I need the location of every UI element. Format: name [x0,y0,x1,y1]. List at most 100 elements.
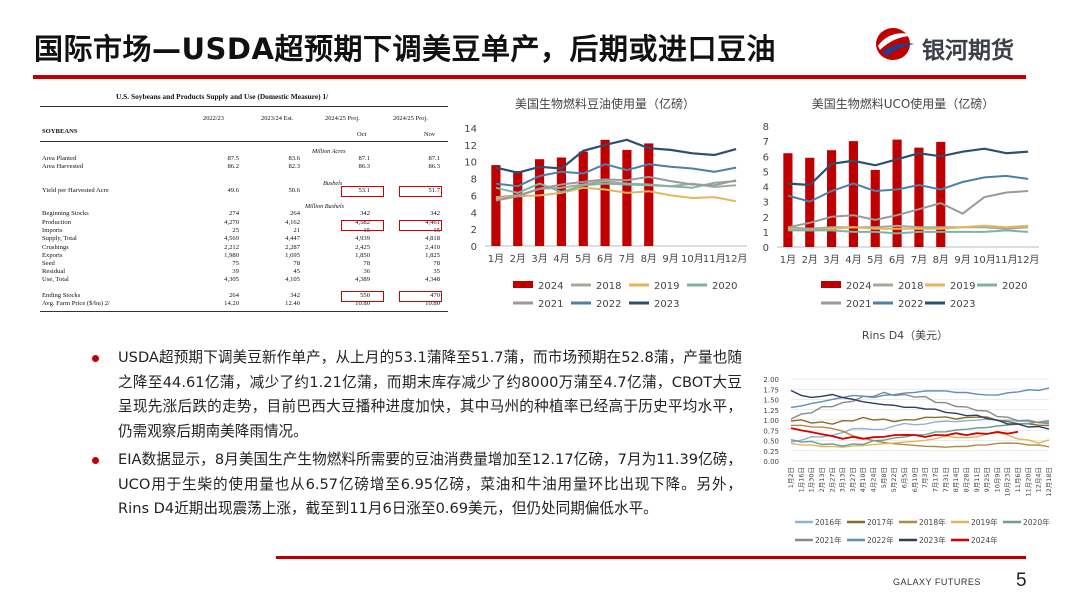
highlight-ending-stocks-nov [399,291,442,302]
legend-swatch-2024 [821,281,841,288]
row-value: 4,939 [355,235,370,242]
series-line-2022 [495,163,737,188]
row-value: 12.40 [285,300,300,307]
series-line-2019 [787,224,1029,232]
table-row: Seed 75 78 78 78 [42,260,446,268]
y-tick-label: 0 [471,242,477,253]
x-tick-label: 9月25日 [983,467,991,492]
x-tick-label: 2月 [802,254,818,266]
row-value: 4,348 [425,276,440,283]
col-header-3: 2024/25 Proj. [325,115,360,122]
bar-2024 [870,169,880,247]
row-value: 4,569 [224,235,239,242]
table-row: Avg. Farm Price ($/bu) 2/14.20 12.40 10.80… [42,300,446,308]
row-value: 10.80 [425,300,440,307]
table-row: Ending Stocks 264 342 550 470 [42,292,446,300]
commentary-text: EIA数据显示，8月美国生产生物燃料所需要的豆油消费量增加至12.17亿磅，7月… [118,451,742,517]
page-number: 5 [1016,570,1027,591]
legend-label-2024: 2024 [846,281,871,292]
legend-label-2021: 2021 [846,299,871,310]
row-value: 86.2 [227,163,239,170]
row-value: 75 [232,260,239,267]
y-tick-label: 1.75 [763,386,779,394]
x-tick-label: 4月 [845,254,861,266]
rins-d4-chart: Rins D4（美元） 0.00 0.25 0.50 0.75 1.00 1.25 1.50 1… [763,329,1053,545]
x-tick-label: 8月28日 [962,467,970,492]
y-tick-label: 8 [471,175,477,186]
row-value: 4,447 [285,235,300,242]
bar-2024 [534,159,545,246]
series-line-2019年 [790,432,1050,448]
series-line-2020 [495,180,737,194]
row-label: Imports [42,227,63,234]
table-row: Area Planted 87.5 83.6 87.1 87.1 [42,155,446,163]
y-tick-label: 6 [471,191,477,202]
x-tick-label: 9月11日 [973,467,981,492]
uco-biofuel-chart: 美国生物燃料UCO使用量（亿磅） 0 1 2 3 4 5 6 7 8 1月 2月 3月 4月 5月 6月 7月 8… [763,96,1040,310]
x-tick-label: 7月17日 [931,467,939,492]
y-tick-label: 10 [464,158,477,169]
table-row: Crushings 2,212 2,287 2,425 2,410 [42,244,446,252]
x-tick-label: 7月3日 [921,467,929,488]
logo-text: 银河期货 [922,38,1014,64]
x-tick-label: 6月19日 [911,467,919,492]
col-sub-nov: Nov [424,131,436,138]
row-value: 25 [232,227,239,234]
row-value: 50.6 [288,187,300,194]
y-tick-label: 0.25 [763,448,779,456]
commentary-text: USDA超预期下调美豆新作单产，从上月的53.1蒲降至51.7蒲，而市场预期在5… [118,349,742,440]
legend-label-2017年: 2017年 [867,517,894,527]
y-tick-label: 4 [471,208,477,219]
y-tick-label: 7 [763,137,769,148]
series-line-2017年 [790,416,1050,427]
series-line-2018年 [790,424,1050,448]
row-value: 78 [433,260,440,267]
x-tick-label: 7月 [619,253,635,265]
row-label: Area Harvested [42,163,84,170]
y-tick-label: 8 [763,122,769,133]
row-value: 1,980 [224,252,239,259]
row-label: Crushings [42,244,69,251]
x-tick-label: 2月27日 [828,467,836,492]
company-logo: 银河期货 [872,24,1042,68]
legend-swatch-2024 [513,281,533,288]
x-tick-label: 1月 [488,253,504,265]
row-value: 470 [430,292,440,299]
row-label: Exports [42,252,63,259]
x-tick-label: 12月4日 [1035,467,1043,492]
row-label: Beginning Stocks [42,210,89,217]
table-row: Residual 39 45 36 35 [42,268,446,276]
row-value: 264 [290,210,300,217]
x-tick-label: 8月 [641,253,657,265]
legend-label-2022: 2022 [898,299,923,310]
table-row: Beginning Stocks 274 264 342 342 [42,210,446,218]
x-tick-label: 2月 [510,253,526,265]
row-value: 87.5 [227,155,239,162]
row-value: 4,818 [425,235,440,242]
y-tick-label: 12 [464,141,477,152]
y-tick-label: 1 [763,228,769,239]
series-line-2021年 [790,391,1050,425]
row-label: Yield per Harvested Acre [42,187,109,194]
commentary-item: EIA数据显示，8月美国生产生物燃料所需要的豆油消费量增加至12.17亿磅，7月… [92,448,742,522]
row-value: 36 [363,268,370,275]
row-value: 86.3 [428,163,440,170]
table-title: U.S. Soybeans and Products Supply and Us… [116,92,329,101]
legend-label-2018: 2018 [596,281,621,292]
x-tick-label: 1月 [780,254,796,266]
commentary-item: USDA超预期下调美豆新作单产，从上月的53.1蒲降至51.7蒲，而市场预期在5… [92,346,742,444]
series-line-2022 [787,174,1029,203]
bullet-dot-icon [92,355,99,362]
legend-label-2018年: 2018年 [919,517,946,527]
section-acres: Million Acres [312,148,346,155]
x-tick-label: 9月 [662,253,678,265]
legend-label-2020: 2020 [1002,281,1027,292]
x-tick-label: 1月2日 [787,467,795,488]
series-line-2019 [495,186,737,203]
row-value: 35 [433,268,440,275]
row-label: Seed [42,260,55,267]
col-sub-oct: Oct [357,131,367,138]
table-rule [40,311,448,312]
y-tick-label: 2.00 [763,376,779,384]
x-tick-label: 11月6日 [1014,467,1022,492]
